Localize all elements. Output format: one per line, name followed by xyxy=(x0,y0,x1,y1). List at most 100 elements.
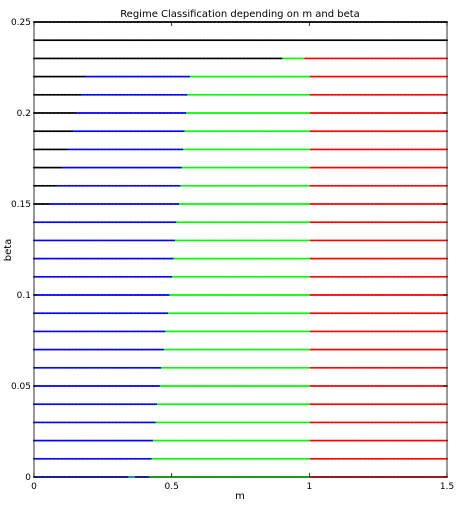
data-point-red xyxy=(414,439,417,442)
data-point-green xyxy=(279,457,282,460)
data-point-red xyxy=(439,457,442,460)
data-point-red xyxy=(362,439,364,442)
data-point-green xyxy=(294,457,297,460)
data-point-red xyxy=(349,439,352,442)
data-point-blue xyxy=(89,421,92,424)
data-point-blue xyxy=(82,439,85,442)
data-point-blue xyxy=(144,457,147,460)
data-point-red xyxy=(389,439,392,442)
data-point-red xyxy=(333,439,336,442)
data-point-green xyxy=(256,457,258,460)
data-point-red xyxy=(335,457,338,460)
data-point-red xyxy=(353,457,356,460)
data-point-green xyxy=(213,457,216,460)
data-point-blue xyxy=(119,439,122,442)
data-point-green xyxy=(275,439,278,442)
data-point-red xyxy=(356,439,359,442)
data-point-green xyxy=(184,457,187,460)
data-point-red xyxy=(403,439,406,442)
data-point-blue xyxy=(101,439,104,442)
data-point-red xyxy=(352,439,355,442)
data-point-red xyxy=(437,439,440,442)
data-point-red xyxy=(367,457,370,460)
data-point-red xyxy=(385,457,388,460)
data-point-blue xyxy=(77,439,80,442)
data-point-green xyxy=(185,439,188,442)
data-point-red xyxy=(396,439,399,442)
data-point-blue xyxy=(82,421,85,424)
data-point-green xyxy=(245,457,247,460)
data-point-red xyxy=(357,439,360,442)
data-point-green xyxy=(205,457,208,460)
data-point-blue xyxy=(108,457,111,460)
data-point-blue xyxy=(97,439,100,442)
data-point-red xyxy=(312,439,315,442)
data-point-green xyxy=(305,457,308,460)
data-point-blue xyxy=(44,439,46,442)
data-point-red xyxy=(346,439,349,442)
data-point-blue xyxy=(64,421,67,424)
data-point-green xyxy=(206,439,209,442)
data-point-red xyxy=(368,439,371,442)
data-point-red xyxy=(334,439,337,442)
data-point-green xyxy=(307,457,309,460)
data-point-red xyxy=(410,439,413,442)
data-point-blue xyxy=(50,421,53,424)
data-point-green xyxy=(242,439,245,442)
data-point-blue xyxy=(114,457,117,460)
data-point-green xyxy=(176,457,179,460)
data-point-blue xyxy=(112,457,115,460)
data-point-green xyxy=(267,439,269,442)
data-point-green xyxy=(273,457,276,460)
data-point-green xyxy=(173,457,176,460)
data-point-green xyxy=(251,457,254,460)
data-point-blue xyxy=(79,439,82,442)
data-point-green xyxy=(235,457,238,460)
data-point-blue xyxy=(78,457,81,460)
data-point-blue xyxy=(86,421,89,424)
data-point-blue xyxy=(112,439,115,442)
data-point-green xyxy=(156,439,159,442)
data-point-red xyxy=(408,439,411,442)
data-point-blue xyxy=(44,421,46,424)
data-point-blue xyxy=(141,457,144,460)
data-point-blue xyxy=(60,439,63,442)
data-point-blue xyxy=(70,457,73,460)
data-point-blue xyxy=(78,421,81,424)
data-point-blue xyxy=(75,457,78,460)
data-point-green xyxy=(201,457,203,460)
data-point-blue xyxy=(45,421,48,424)
data-point-blue xyxy=(88,457,91,460)
data-point-green xyxy=(155,457,158,460)
data-point-green xyxy=(282,457,285,460)
data-point-green xyxy=(297,439,300,442)
data-point-green xyxy=(269,439,272,442)
data-point-blue xyxy=(126,457,129,460)
data-point-blue xyxy=(114,439,117,442)
data-point-green xyxy=(161,439,163,442)
data-point-blue xyxy=(147,457,150,460)
data-point-blue xyxy=(106,439,108,442)
data-point-red xyxy=(344,457,347,460)
data-point-blue xyxy=(115,457,118,460)
data-point-blue xyxy=(72,457,75,460)
data-point-green xyxy=(165,457,168,460)
data-point-blue xyxy=(93,457,96,460)
data-point-green xyxy=(243,439,246,442)
data-point-blue xyxy=(93,421,96,424)
data-point-red xyxy=(355,439,358,442)
data-point-red xyxy=(440,439,443,442)
data-point-green xyxy=(210,457,213,460)
data-point-green xyxy=(217,457,220,460)
data-point-green xyxy=(234,457,236,460)
data-point-red xyxy=(312,457,315,460)
data-point-green xyxy=(167,457,170,460)
data-point-blue xyxy=(39,421,42,424)
data-point-blue xyxy=(107,457,110,460)
data-point-blue xyxy=(92,457,95,460)
data-point-red xyxy=(388,457,391,460)
data-point-green xyxy=(242,457,245,460)
data-point-green xyxy=(260,439,263,442)
data-point-red xyxy=(417,439,420,442)
